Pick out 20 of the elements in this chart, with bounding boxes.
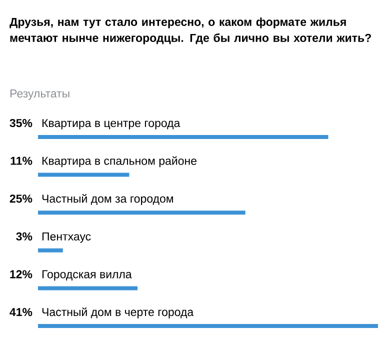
bar [38, 210, 246, 215]
bar [38, 324, 378, 328]
y-tick-label: Пентхаус [42, 232, 91, 243]
chart-title: Друзья, нам тут стало интересно, о каком формате жилья мечтают нынче нижегородцы. Где бы лично вы хотели жить? [10, 18, 371, 44]
data-label: 11% [10, 156, 32, 165]
y-tick-label: Частный дом в черте города [42, 307, 194, 318]
data-label: 35% [10, 118, 32, 128]
data-label: 41% [10, 308, 32, 316]
y-tick-label: Частный дом за городом [42, 194, 173, 205]
y-tick-label: Квартира в центре города [42, 119, 180, 130]
y-tick-label: Квартира в спальном районе [42, 156, 196, 168]
chart-subtitle: Результаты [10, 90, 70, 100]
data-label: 25% [10, 194, 32, 203]
bar [38, 172, 130, 177]
bar [38, 248, 63, 252]
bar [38, 286, 138, 290]
data-label: 12% [10, 270, 32, 278]
bar [38, 134, 328, 139]
y-tick-label: Городская вилла [42, 270, 132, 281]
data-label: 3% [16, 232, 32, 241]
